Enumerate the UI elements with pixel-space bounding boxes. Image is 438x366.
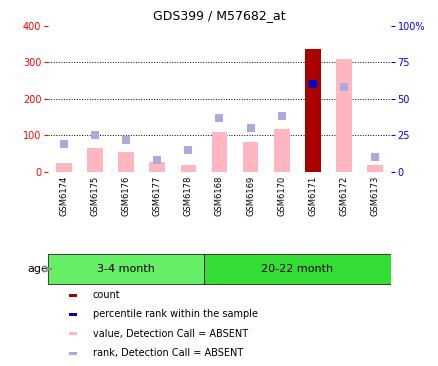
- Point: [371, 154, 378, 160]
- Text: GSM6170: GSM6170: [277, 176, 286, 216]
- Text: GSM6173: GSM6173: [370, 176, 379, 216]
- Bar: [304, 49, 320, 172]
- Text: 3-4 month: 3-4 month: [97, 264, 155, 274]
- Point: [278, 113, 285, 119]
- Bar: [69, 313, 77, 316]
- Text: GSM6171: GSM6171: [307, 176, 317, 216]
- Text: GSM6176: GSM6176: [121, 176, 131, 216]
- Text: 20-22 month: 20-22 month: [261, 264, 332, 274]
- Bar: [118, 152, 134, 172]
- Bar: [242, 142, 258, 172]
- Bar: [69, 294, 77, 296]
- Bar: [69, 352, 77, 355]
- Point: [247, 125, 254, 131]
- Text: GSM6175: GSM6175: [90, 176, 99, 216]
- Text: GSM6178: GSM6178: [184, 176, 192, 216]
- Bar: [273, 129, 289, 172]
- Bar: [87, 148, 102, 172]
- Point: [309, 81, 316, 87]
- Bar: [336, 59, 351, 172]
- Text: GSM6168: GSM6168: [215, 176, 223, 216]
- FancyBboxPatch shape: [48, 254, 204, 284]
- Text: percentile rank within the sample: percentile rank within the sample: [92, 310, 257, 320]
- Bar: [56, 163, 71, 172]
- Text: GSM6172: GSM6172: [339, 176, 348, 216]
- Text: GSM6169: GSM6169: [246, 176, 254, 216]
- Text: count: count: [92, 290, 120, 300]
- Point: [184, 147, 191, 153]
- Title: GDS399 / M57682_at: GDS399 / M57682_at: [153, 9, 285, 22]
- Bar: [367, 165, 382, 172]
- Text: rank, Detection Call = ABSENT: rank, Detection Call = ABSENT: [92, 348, 243, 358]
- Bar: [180, 165, 196, 172]
- Point: [60, 141, 67, 147]
- FancyBboxPatch shape: [204, 254, 390, 284]
- Bar: [149, 162, 165, 172]
- Bar: [69, 332, 77, 335]
- Text: value, Detection Call = ABSENT: value, Detection Call = ABSENT: [92, 329, 247, 339]
- Bar: [211, 132, 227, 172]
- Point: [153, 157, 160, 163]
- Text: GSM6174: GSM6174: [59, 176, 68, 216]
- Point: [340, 84, 347, 90]
- Text: age: age: [27, 264, 48, 274]
- Point: [91, 132, 98, 138]
- Text: GSM6177: GSM6177: [152, 176, 161, 216]
- Point: [215, 115, 223, 121]
- Point: [122, 137, 129, 143]
